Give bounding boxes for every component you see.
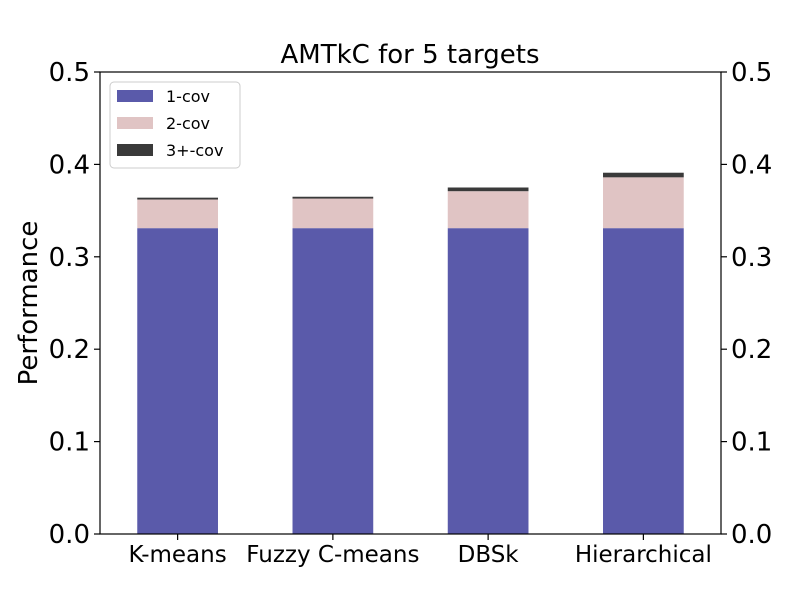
legend-label: 3+-cov [166,141,223,160]
right-y-tick-label: 0.1 [731,428,772,458]
bar-k-means-series-1 [137,199,218,229]
bar-hierarchical-series-1 [603,177,684,229]
left-y-ticks: 0.0 0.1 0.2 0.3 0.4 0.5 [49,58,100,550]
bar-fuzzy-c-means-series-0 [292,228,374,534]
legend-swatch [117,144,153,156]
bar-hierarchical-series-0 [603,228,684,534]
bars-group [137,172,684,534]
bar-k-means-series-2 [137,197,218,200]
left-y-tick-label: 0.5 [49,58,90,88]
bar-hierarchical-series-2 [603,172,684,178]
x-tick-label: K-means [129,542,227,568]
bar-dbsk-series-2 [447,187,529,192]
chart-title: AMTkC for 5 targets [281,40,540,70]
bar-dbsk-series-1 [447,191,529,229]
right-y-ticks: 0.0 0.1 0.2 0.3 0.4 0.5 [721,58,772,550]
bar-fuzzy-c-means-series-1 [292,198,374,229]
x-tick-label: DBSk [458,542,520,568]
left-y-tick-label: 0.3 [49,243,90,273]
right-y-tick-label: 0.3 [731,243,772,273]
plot-frame [99,71,722,535]
right-y-tick-label: 0.2 [731,335,772,365]
right-y-tick-label: 0.5 [731,58,772,88]
bar-k-means-series-0 [137,228,218,534]
bar-fuzzy-c-means-series-2 [292,196,374,199]
left-y-tick-label: 0.4 [49,150,90,180]
legend-swatch [117,90,153,102]
legend: 1-cov 2-cov 3+-cov [109,81,241,169]
x-ticks: K-means Fuzzy C-means DBSk Hierarchical [129,534,712,568]
legend-label: 1-cov [166,87,210,106]
x-tick-label: Fuzzy C-means [246,542,419,568]
y-axis-label: Performance [14,221,44,386]
x-tick-label: Hierarchical [575,542,712,568]
bar-dbsk-series-0 [447,228,529,534]
right-y-tick-label: 0.4 [731,150,772,180]
legend-swatch [117,117,153,129]
legend-label: 2-cov [166,114,210,133]
left-y-tick-label: 0.2 [49,335,90,365]
right-y-tick-label: 0.0 [731,520,772,550]
left-y-tick-label: 0.0 [49,520,90,550]
left-y-tick-label: 0.1 [49,428,90,458]
